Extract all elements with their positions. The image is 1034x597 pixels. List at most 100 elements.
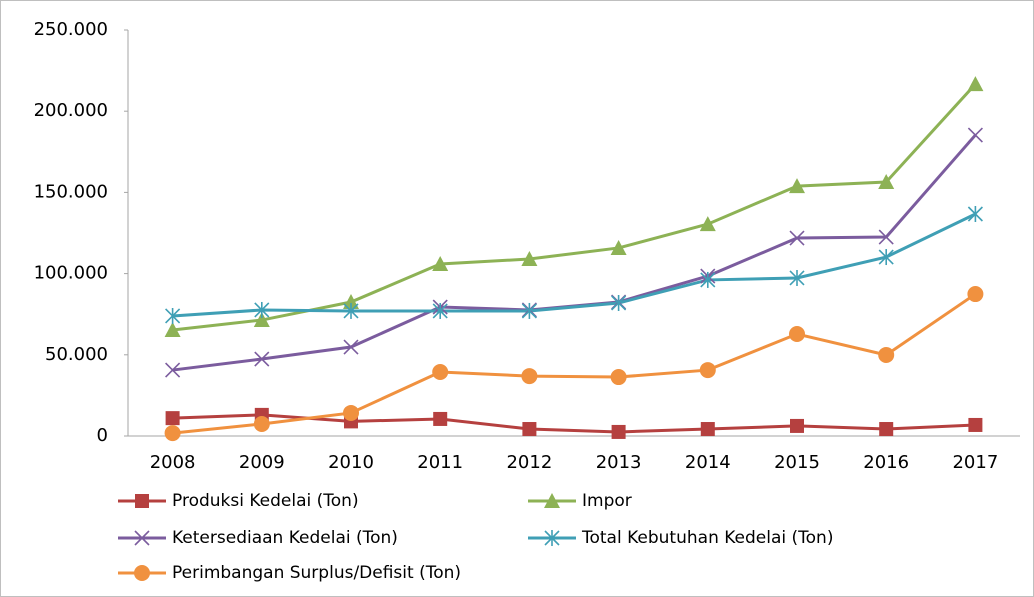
legend-item: Ketersediaan Kedelai (Ton): [118, 528, 398, 548]
marker: [521, 368, 538, 385]
series-line: [172, 83, 977, 332]
marker: [522, 422, 537, 437]
marker-part: [432, 256, 449, 272]
marker-part: [544, 493, 560, 508]
marker-part: [521, 250, 538, 266]
marker: [343, 339, 359, 355]
y-tick-label: 150.000: [34, 181, 108, 202]
x-tick-label: 2009: [239, 452, 285, 473]
marker: [879, 422, 894, 437]
marker: [878, 249, 894, 266]
marker: [789, 269, 805, 286]
marker: [432, 364, 449, 381]
y-tick-label: 100.000: [34, 263, 108, 284]
marker-part: [253, 415, 270, 432]
y-tick-label: 0: [97, 425, 108, 446]
marker-part: [254, 351, 270, 367]
marker: [968, 417, 983, 432]
marker-part: [878, 174, 895, 190]
marker: [789, 178, 805, 194]
marker-part: [164, 321, 181, 337]
marker: [343, 404, 359, 421]
marker-part: [164, 425, 181, 442]
marker-part: [699, 362, 716, 379]
series-line: [172, 292, 977, 435]
marker: [789, 326, 805, 343]
marker: [611, 294, 627, 311]
marker: [164, 321, 181, 337]
marker-part: [700, 422, 715, 437]
marker: [700, 271, 716, 288]
marker: [433, 411, 448, 426]
series-line: [172, 212, 977, 318]
legend-label: Total Kebutuhan Kedelai (Ton): [581, 528, 833, 548]
marker-part: [790, 418, 804, 433]
marker: [343, 302, 359, 319]
marker: [253, 415, 270, 432]
marker: [134, 530, 150, 546]
marker: [610, 239, 627, 255]
marker: [544, 530, 560, 546]
marker-part: [343, 339, 359, 355]
x-tick-label: 2010: [328, 452, 374, 473]
marker: [254, 351, 270, 367]
legend-item: Impor: [528, 491, 632, 511]
marker-part: [135, 494, 149, 508]
x-tick-label: 2011: [417, 452, 463, 473]
marker: [967, 127, 983, 143]
marker: [134, 565, 150, 581]
legend-item: Produksi Kedelai (Ton): [118, 491, 359, 511]
x-tick-label: 2017: [952, 452, 998, 473]
y-tick-label: 250.000: [34, 19, 108, 40]
marker: [254, 301, 270, 318]
marker: [967, 286, 984, 303]
marker: [699, 362, 716, 379]
marker: [521, 302, 537, 319]
legend-label: Perimbangan Surplus/Defisit (Ton): [172, 563, 461, 583]
marker: [432, 256, 449, 272]
marker-part: [343, 294, 359, 310]
marker: [967, 76, 984, 92]
marker-part: [134, 565, 150, 581]
x-tick-label: 2016: [863, 452, 909, 473]
x-tick-label: 2012: [506, 452, 552, 473]
marker: [164, 425, 181, 442]
marker-part: [879, 422, 894, 437]
legend-label: Ketersediaan Kedelai (Ton): [172, 528, 398, 548]
marker-part: [789, 326, 805, 343]
marker-part: [967, 76, 984, 92]
marker-part: [433, 411, 448, 426]
x-tick-label: 2015: [774, 452, 820, 473]
marker: [611, 424, 626, 439]
marker: [878, 174, 895, 190]
y-tick-label: 50.000: [45, 344, 108, 365]
marker: [878, 229, 894, 245]
marker-part: [610, 239, 627, 255]
marker-part: [878, 229, 894, 245]
marker: [700, 422, 715, 437]
series-line: [172, 413, 976, 434]
marker-part: [165, 411, 180, 426]
marker: [610, 369, 627, 386]
marker: [165, 411, 180, 426]
marker: [253, 312, 270, 328]
marker-part: [522, 422, 537, 437]
marker-part: [253, 312, 270, 328]
marker: [967, 205, 983, 222]
marker-part: [789, 178, 805, 194]
marker: [432, 302, 448, 319]
marker-part: [699, 216, 716, 232]
marker-part: [967, 286, 984, 303]
marker-part: [878, 346, 895, 363]
marker: [790, 418, 804, 433]
marker: [343, 294, 359, 310]
marker-part: [134, 530, 150, 546]
marker: [699, 216, 716, 232]
marker-part: [432, 364, 449, 381]
legend-label: Impor: [582, 491, 632, 511]
marker-part: [521, 368, 538, 385]
legend-label: Produksi Kedelai (Ton): [172, 491, 359, 511]
marker: [165, 307, 181, 324]
